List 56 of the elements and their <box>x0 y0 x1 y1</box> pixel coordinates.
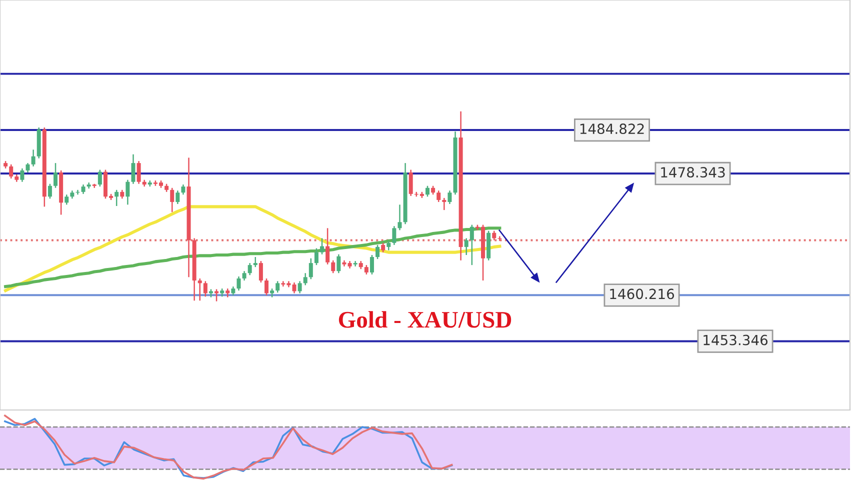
candlestick <box>170 187 174 213</box>
candlestick <box>248 262 252 276</box>
candlestick <box>442 197 446 211</box>
candlestick <box>176 190 180 205</box>
ref-line-label: 1478.343 <box>661 167 725 178</box>
candlestick <box>448 190 452 205</box>
candlestick <box>114 189 119 207</box>
candlestick <box>308 258 313 280</box>
candlestick <box>386 240 391 251</box>
candlestick <box>242 270 246 282</box>
candlestick <box>198 278 202 302</box>
candlestick <box>264 278 268 296</box>
candlestick <box>81 184 86 195</box>
ref-line-label: 1453.346 <box>704 334 768 346</box>
candlestick <box>331 260 336 274</box>
candlestick <box>314 248 318 266</box>
candlestick <box>214 288 219 302</box>
candlestick <box>392 226 396 246</box>
candlestick <box>398 204 402 231</box>
candlestick <box>54 162 58 189</box>
candlestick <box>253 256 258 268</box>
text: Gold - XAU/USD <box>338 311 512 328</box>
candlestick <box>426 185 430 198</box>
candlestick <box>370 254 374 276</box>
candlestick <box>336 254 341 274</box>
candlestick <box>131 154 136 184</box>
candlestick <box>303 272 308 286</box>
candlestick <box>464 238 468 256</box>
candlestick <box>20 168 24 182</box>
candlestick <box>298 280 302 294</box>
candlestick <box>9 164 14 180</box>
candlestick <box>498 236 502 242</box>
candlestick <box>364 264 368 276</box>
candlestick <box>492 230 496 241</box>
candlestick <box>98 169 102 188</box>
candlestick <box>376 244 380 260</box>
candlestick <box>408 169 413 197</box>
candlestick <box>276 280 280 294</box>
ref-line-label: 1484.822 <box>580 124 644 134</box>
candlestick <box>320 238 324 255</box>
candlestick <box>236 276 241 292</box>
candlestick <box>470 224 474 266</box>
candlestick <box>64 194 69 206</box>
candlestick <box>126 179 130 206</box>
candlestick <box>258 260 263 284</box>
candlestick <box>31 149 36 168</box>
candlestick <box>181 184 186 196</box>
candlestick <box>48 183 52 200</box>
candlestick <box>436 190 441 203</box>
candlestick <box>381 242 386 253</box>
ref-line-label: 1460.216 <box>610 288 674 300</box>
candlestick <box>326 228 330 266</box>
candlestick <box>26 162 30 174</box>
candlestick <box>292 282 296 294</box>
candlestick <box>203 280 208 298</box>
candlestick <box>136 160 141 184</box>
